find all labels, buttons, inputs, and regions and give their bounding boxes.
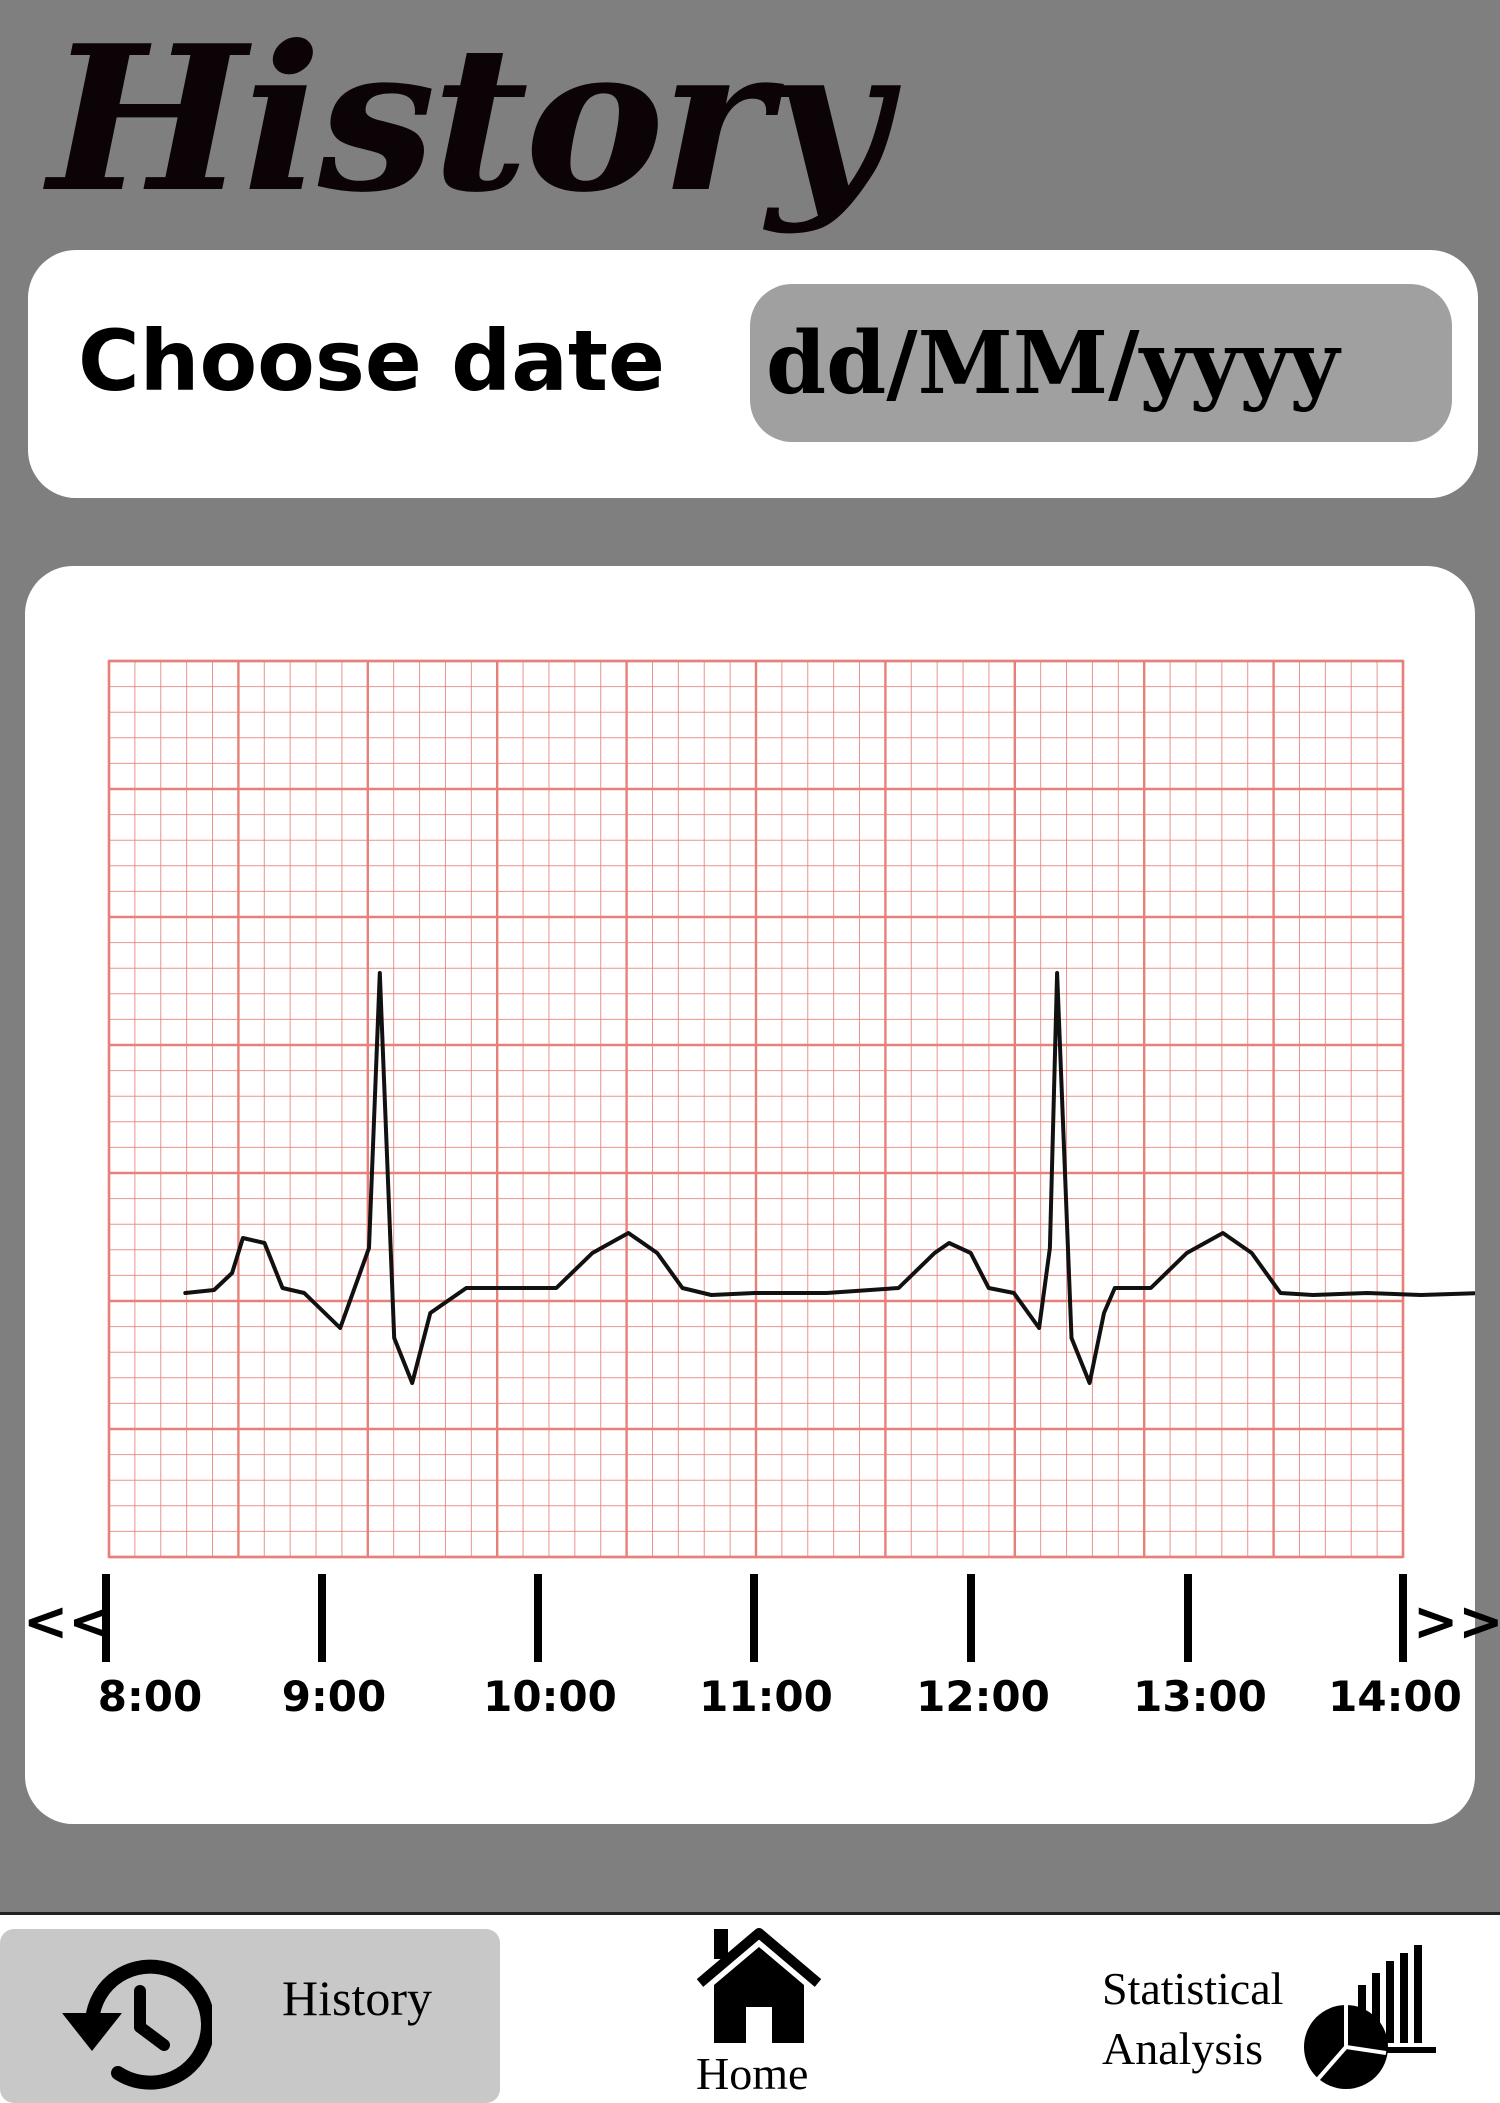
ecg-chart <box>102 659 1475 1662</box>
time-tick-label: 8:00 <box>97 1672 203 1721</box>
nav-home-label: Home <box>696 2048 809 2099</box>
time-tick-label: 13:00 <box>1133 1672 1267 1721</box>
time-tick-label: 10:00 <box>483 1672 617 1721</box>
time-tick-mark <box>102 1574 110 1662</box>
ecg-trace-line <box>183 971 1475 1385</box>
choose-date-label: Choose date <box>78 312 666 410</box>
nav-home-button[interactable]: Home <box>690 1925 830 2103</box>
next-period-button[interactable]: >> <box>1413 1590 1500 1653</box>
nav-history-label: History <box>282 1970 432 2026</box>
time-tick-label: 14:00 <box>1328 1672 1462 1721</box>
date-picker-card: Choose date <box>28 250 1478 498</box>
date-input[interactable] <box>750 284 1452 442</box>
nav-statistical-analysis-button[interactable]: Statistical Analysis <box>1090 1935 1500 2103</box>
pie-bar-chart-icon <box>1304 1945 1436 2089</box>
time-tick-mark <box>534 1574 542 1662</box>
bottom-navigation-bar: History Home Statistical Analysis <box>0 1912 1500 2103</box>
time-tick-label: 11:00 <box>699 1672 833 1721</box>
prev-period-button[interactable]: << <box>23 1590 114 1653</box>
time-tick-mark <box>1184 1574 1192 1662</box>
page-title: History <box>48 2 889 237</box>
ecg-grid <box>107 659 1405 1559</box>
home-icon <box>696 1928 822 2043</box>
ecg-chart-card: << >> 8:00 9:00 10:00 11:00 12:00 13:00 14:00 <box>23 566 1500 1824</box>
nav-history-button[interactable]: History <box>0 1929 500 2103</box>
time-tick-mark <box>750 1574 758 1662</box>
time-tick-mark <box>967 1574 975 1662</box>
time-tick-label: 12:00 <box>916 1672 1050 1721</box>
time-tick-mark <box>318 1574 326 1662</box>
nav-stats-label: Statistical Analysis <box>1102 1963 1284 2074</box>
time-tick-label: 9:00 <box>281 1672 387 1721</box>
history-icon <box>62 1959 212 2090</box>
time-tick-mark <box>1399 1574 1407 1662</box>
